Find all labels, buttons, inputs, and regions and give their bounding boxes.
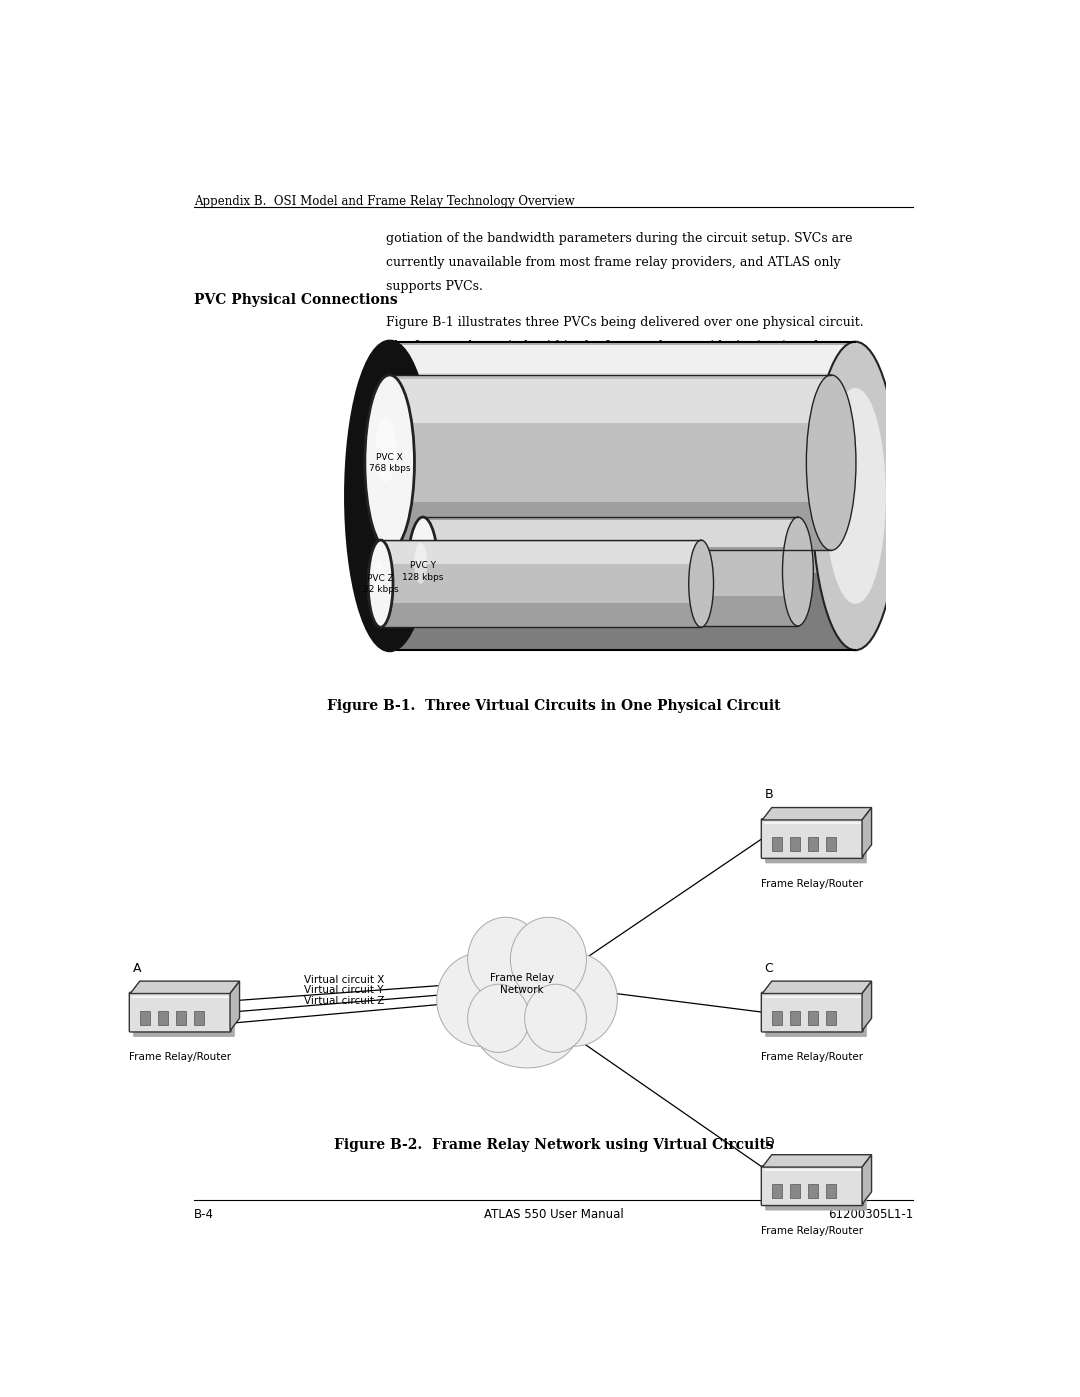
Bar [390,502,832,550]
Polygon shape [862,981,872,1031]
Text: Frame Relay/Router: Frame Relay/Router [761,1052,863,1063]
Text: Figure B-2.  Frame Relay Network using Virtual Circuits: Figure B-2. Frame Relay Network using Vi… [334,1139,773,1153]
Ellipse shape [368,541,393,627]
Bar [826,1011,836,1024]
FancyBboxPatch shape [765,1171,867,1210]
Bar [808,1185,819,1199]
Ellipse shape [807,374,856,550]
Ellipse shape [525,985,586,1052]
Polygon shape [862,807,872,858]
Ellipse shape [783,517,813,626]
Ellipse shape [812,342,899,650]
Text: Figure B-1.  Three Virtual Circuits in One Physical Circuit: Figure B-1. Three Virtual Circuits in On… [327,698,780,712]
Bar [772,1011,782,1024]
Text: PVC Z
32 kbps: PVC Z 32 kbps [363,574,399,594]
Text: a frame relay network topology.: a frame relay network topology. [387,411,589,423]
Ellipse shape [376,416,396,482]
FancyBboxPatch shape [761,992,863,1032]
Text: currently unavailable from most frame relay providers, and ATLAS only: currently unavailable from most frame re… [387,256,840,268]
Text: Frame Relay/Router: Frame Relay/Router [761,1227,863,1236]
Ellipse shape [825,388,886,604]
Polygon shape [762,981,872,993]
Text: B-4: B-4 [193,1208,214,1221]
Bar [789,1011,800,1024]
Text: PVC Y
128 kbps: PVC Y 128 kbps [402,562,444,581]
Text: PVC X
768 kbps: PVC X 768 kbps [369,453,410,472]
Bar [826,837,836,851]
Polygon shape [131,981,240,993]
Bar [772,1185,782,1199]
Polygon shape [862,1155,872,1204]
Ellipse shape [374,560,384,594]
FancyBboxPatch shape [765,997,867,1037]
Polygon shape [762,807,872,820]
Bar [390,342,855,650]
Bar [390,345,855,373]
Ellipse shape [475,988,579,1067]
Ellipse shape [436,953,523,1046]
Text: A: A [133,963,141,975]
Bar [826,1185,836,1199]
Polygon shape [762,1155,872,1166]
Polygon shape [230,981,240,1031]
Text: Virtual circuit X: Virtual circuit X [303,975,384,985]
Text: gotiation of the bandwidth parameters during the circuit setup. SVCs are: gotiation of the bandwidth parameters du… [387,232,852,246]
Text: ATLAS 550 User Manual: ATLAS 550 User Manual [484,1208,623,1221]
Bar [380,604,701,627]
Bar [380,542,701,564]
Text: Virtual circuit Y: Virtual circuit Y [305,985,383,996]
Ellipse shape [346,342,433,650]
Text: Virtual circuit Z: Virtual circuit Z [303,996,384,1006]
Bar [772,837,782,851]
Text: ferent physical location at the other end of the circuit. Figure B-2 illustrates: ferent physical location at the other en… [387,387,870,400]
Ellipse shape [689,541,714,627]
Bar [390,348,855,416]
Ellipse shape [468,918,543,1002]
Text: 61200305L1-1: 61200305L1-1 [828,1208,914,1221]
Bar [423,597,798,626]
Text: The frame relay switch within the frame relay provider’s circuit makes a: The frame relay switch within the frame … [387,339,847,353]
Text: B: B [765,788,773,802]
Bar [808,1011,819,1024]
Bar [789,1185,800,1199]
Bar [176,1011,187,1024]
Text: Frame Relay
Network: Frame Relay Network [490,974,554,995]
Bar [789,837,800,851]
Bar [380,541,701,627]
Bar [423,520,798,548]
Text: Appendix B.  OSI Model and Frame Relay Technology Overview: Appendix B. OSI Model and Frame Relay Te… [193,194,575,208]
Text: PVC Physical Connections: PVC Physical Connections [193,293,397,307]
FancyBboxPatch shape [765,824,867,863]
FancyBboxPatch shape [761,819,863,858]
Bar [139,1011,150,1024]
Bar [390,374,832,550]
Ellipse shape [407,517,438,626]
Bar [158,1011,168,1024]
Text: supports PVCs.: supports PVCs. [387,279,483,292]
Ellipse shape [465,932,589,1056]
Bar [808,837,819,851]
Ellipse shape [531,953,618,1046]
FancyBboxPatch shape [761,1166,863,1206]
Text: D: D [765,1136,774,1148]
Text: Figure B-1 illustrates three PVCs being delivered over one physical circuit.: Figure B-1 illustrates three PVCs being … [387,316,864,330]
Text: physical connection for each PVC. Each of the PVCs could connect to a dif-: physical connection for each PVC. Each o… [387,363,861,376]
Ellipse shape [414,543,428,584]
Text: Frame Relay/Router: Frame Relay/Router [130,1052,231,1063]
Ellipse shape [511,918,586,1002]
FancyBboxPatch shape [130,992,231,1032]
Text: C: C [765,963,773,975]
Ellipse shape [365,374,415,550]
FancyBboxPatch shape [133,997,234,1037]
Text: Frame Relay/Router: Frame Relay/Router [761,879,863,888]
Bar [423,517,798,626]
Bar [390,573,855,650]
Ellipse shape [468,985,529,1052]
Bar [194,1011,204,1024]
Bar [390,380,832,423]
